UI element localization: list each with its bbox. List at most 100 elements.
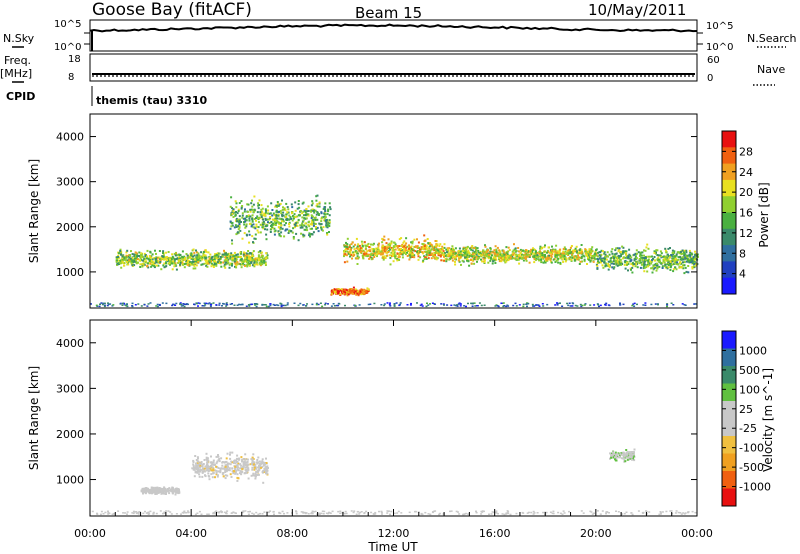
- scatter-cell: [439, 249, 442, 252]
- scatter-cell: [397, 510, 400, 513]
- scatter-cell: [306, 303, 308, 305]
- scatter-cell: [556, 252, 559, 255]
- scatter-cell: [694, 250, 696, 253]
- scatter-cell: [315, 228, 318, 230]
- scatter-cell: [277, 226, 280, 229]
- scatter-cell: [246, 254, 249, 257]
- scatter-cell: [597, 258, 600, 261]
- scatter-cell: [353, 289, 356, 292]
- scatter-cell: [121, 257, 124, 260]
- scatter-cell: [425, 251, 428, 253]
- scatter-cell: [337, 290, 339, 293]
- scatter-cell: [383, 239, 386, 242]
- scatter-cell: [382, 252, 385, 255]
- scatter-cell: [563, 512, 566, 514]
- scatter-cell: [246, 458, 249, 461]
- scatter-cell: [315, 204, 318, 207]
- scatter-cell: [182, 303, 185, 305]
- scatter-feature: [191, 451, 269, 484]
- scatter-cell: [294, 224, 297, 227]
- scatter-cell: [257, 251, 260, 254]
- scatter-cell: [216, 460, 219, 463]
- scatter-cell: [252, 250, 255, 253]
- scatter-cell: [138, 251, 141, 254]
- scatter-cell: [133, 511, 136, 513]
- scatter-cell: [506, 253, 509, 256]
- scatter-cell: [694, 253, 697, 256]
- scatter-cell: [350, 253, 353, 256]
- scatter-cell: [613, 253, 616, 256]
- scatter-cell: [632, 303, 635, 305]
- scatter-cell: [323, 216, 326, 219]
- scatter-cell: [231, 212, 234, 215]
- scatter-cell: [222, 472, 225, 475]
- scatter-cell: [182, 304, 185, 307]
- scatter-cell: [508, 256, 510, 259]
- scatter-cell: [246, 256, 249, 259]
- scatter-cell: [174, 254, 177, 257]
- scatter-cell: [324, 216, 327, 219]
- scatter-cell: [345, 245, 348, 248]
- power-ylabel: Slant Range [km]: [27, 159, 41, 263]
- scatter-cell: [612, 456, 614, 459]
- scatter-cell: [261, 513, 264, 515]
- scatter-cell: [333, 291, 336, 293]
- scatter-cell: [588, 252, 591, 255]
- scatter-cell: [236, 256, 239, 258]
- scatter-cell: [451, 259, 454, 262]
- scatter-cell: [677, 251, 680, 254]
- scatter-cell: [615, 252, 618, 255]
- scatter-cell: [165, 493, 167, 495]
- scatter-cell: [598, 254, 601, 257]
- scatter-cell: [677, 258, 680, 261]
- scatter-cell: [165, 256, 168, 259]
- scatter-cell: [157, 256, 160, 259]
- scatter-cell: [596, 264, 599, 267]
- scatter-cell: [459, 252, 462, 255]
- scatter-cell: [201, 263, 204, 266]
- scatter-cell: [609, 257, 612, 260]
- scatter-cell: [221, 464, 224, 467]
- scatter-cell: [408, 246, 411, 249]
- scatter-cell: [590, 511, 593, 513]
- scatter-cell: [480, 304, 483, 307]
- scatter-cell: [320, 226, 322, 229]
- scatter-cell: [230, 253, 233, 256]
- scatter-cell: [282, 214, 285, 217]
- scatter-cell: [469, 259, 472, 261]
- scatter-cell: [565, 257, 568, 260]
- scatter-cell: [226, 259, 229, 262]
- scatter-cell: [319, 223, 322, 226]
- scatter-cell: [495, 258, 498, 261]
- scatter-cell: [157, 261, 160, 264]
- scatter-cell: [465, 256, 468, 259]
- scatter-cell: [545, 258, 548, 261]
- scatter-cell: [357, 243, 360, 246]
- scatter-cell: [661, 511, 664, 513]
- scatter-cell: [345, 512, 348, 515]
- scatter-cell: [193, 251, 196, 254]
- scatter-cell: [559, 256, 562, 259]
- scatter-cell: [323, 206, 326, 209]
- scatter-cell: [302, 210, 305, 213]
- scatter-cell: [471, 259, 474, 262]
- scatter-cell: [460, 263, 462, 266]
- scatter-cell: [679, 256, 682, 259]
- scatter-cell: [151, 253, 154, 256]
- scatter-cell: [359, 290, 362, 293]
- scatter-cell: [296, 221, 299, 224]
- scatter-cell: [197, 261, 200, 264]
- scatter-cell: [551, 252, 554, 254]
- scatter-cell: [257, 204, 260, 207]
- scatter-cell: [417, 252, 420, 255]
- scatter-cell: [531, 303, 534, 306]
- scatter-cell: [150, 259, 153, 262]
- scatter-cell: [243, 255, 246, 258]
- scatter-cell: [223, 511, 226, 514]
- scatter-cell: [123, 256, 126, 259]
- scatter-cell: [241, 205, 244, 207]
- scatter-cell: [630, 268, 632, 271]
- scatter-cell: [551, 245, 553, 248]
- scatter-cell: [242, 253, 245, 256]
- scatter-cell: [335, 289, 338, 292]
